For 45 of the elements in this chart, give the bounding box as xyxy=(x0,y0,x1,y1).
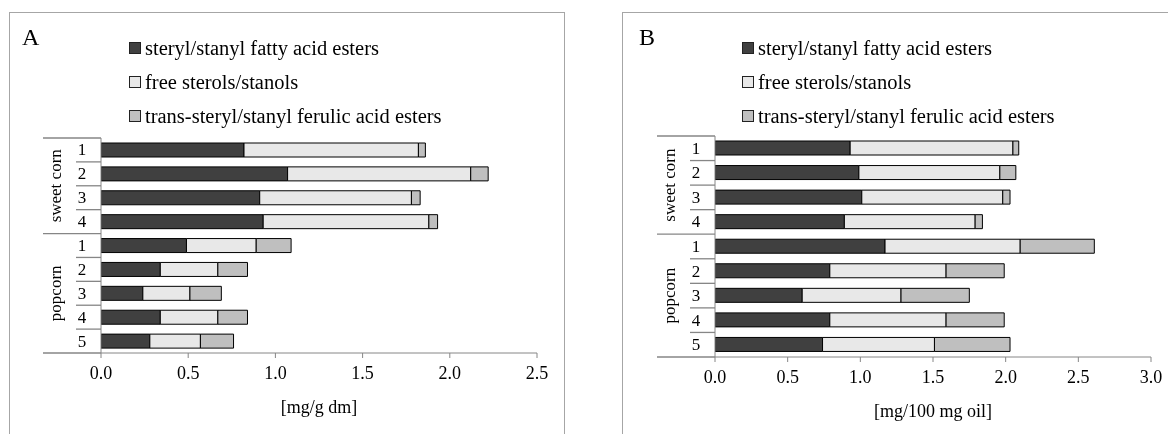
y-tick-label: 1 xyxy=(77,236,87,255)
text: popcorn xyxy=(46,264,66,322)
legend-label: trans-steryl/stanyl ferulic acid esters xyxy=(145,104,442,128)
y-tick-label: 1 xyxy=(691,237,701,256)
x-tick-label: 1.5 xyxy=(921,366,945,387)
legend-label: free sterols/stanols xyxy=(758,70,912,94)
x-tick-label: 3.0 xyxy=(1139,366,1163,387)
x-tick-label: 1.0 xyxy=(264,362,287,383)
text: popcorn xyxy=(660,267,680,324)
y-tick-label: 2 xyxy=(691,261,701,281)
y-tick-label: 5 xyxy=(691,335,701,355)
x-tick-label: 1.5 xyxy=(351,362,374,383)
x-tick-label: 0.0 xyxy=(89,362,113,383)
y-tick-label: 2 xyxy=(77,259,87,279)
y-tick-label: 3 xyxy=(691,187,701,207)
y-tick-label: 4 xyxy=(691,212,701,232)
y-tick-label: 1 xyxy=(691,138,701,158)
y-tick-label: 2 xyxy=(77,164,87,184)
x-tick-label: 2.0 xyxy=(438,362,462,383)
x-tick-label: 1.0 xyxy=(849,366,872,387)
x-tick-label: 2.5 xyxy=(525,362,549,383)
legend-label: trans-steryl/stanyl ferulic acid esters xyxy=(758,104,1055,128)
y-tick-label: 4 xyxy=(691,310,701,330)
text: sweet corn xyxy=(660,148,680,222)
y-tick-label: 3 xyxy=(77,283,87,303)
legend-label: free sterols/stanols xyxy=(145,70,299,94)
chart-title: A xyxy=(22,24,40,50)
y-tick-label: 4 xyxy=(77,307,87,327)
y-tick-label: 1 xyxy=(77,140,87,160)
x-tick-label: 2.5 xyxy=(1067,366,1090,387)
y-tick-label: 5 xyxy=(77,331,87,351)
x-tick-label: 0.5 xyxy=(176,362,200,383)
y-tick-label: 3 xyxy=(691,286,701,306)
y-tick-label: 4 xyxy=(77,212,87,232)
chart-title: B xyxy=(639,24,656,50)
x-tick-label: 2.0 xyxy=(994,366,1017,387)
y-tick-label: 2 xyxy=(691,163,701,183)
x-axis-title: [mg/g dm] xyxy=(280,397,358,417)
x-tick-label: 0.0 xyxy=(703,366,727,387)
x-axis-title: [mg/100 mg oil] xyxy=(874,401,992,421)
text: sweet corn xyxy=(46,148,66,223)
x-tick-label: 0.5 xyxy=(776,366,799,387)
legend-label: steryl/stanyl fatty acid esters xyxy=(145,36,379,60)
y-tick-label: 3 xyxy=(77,188,87,208)
legend-label: steryl/stanyl fatty acid esters xyxy=(758,36,992,60)
